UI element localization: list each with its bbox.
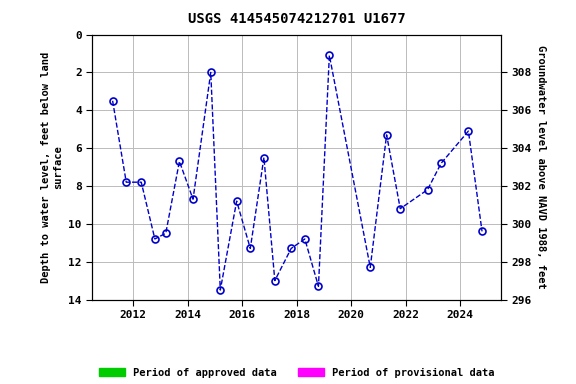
Y-axis label: Depth to water level, feet below land
surface: Depth to water level, feet below land su… <box>41 51 63 283</box>
Bar <box>476 303 489 310</box>
Bar <box>106 303 338 310</box>
Bar <box>438 303 448 310</box>
Y-axis label: Groundwater level above NAVD 1988, feet: Groundwater level above NAVD 1988, feet <box>536 45 545 289</box>
Bar <box>378 303 427 310</box>
Title: USGS 414545074212701 U1677: USGS 414545074212701 U1677 <box>188 12 406 26</box>
Legend: Period of approved data, Period of provisional data: Period of approved data, Period of provi… <box>94 363 499 382</box>
